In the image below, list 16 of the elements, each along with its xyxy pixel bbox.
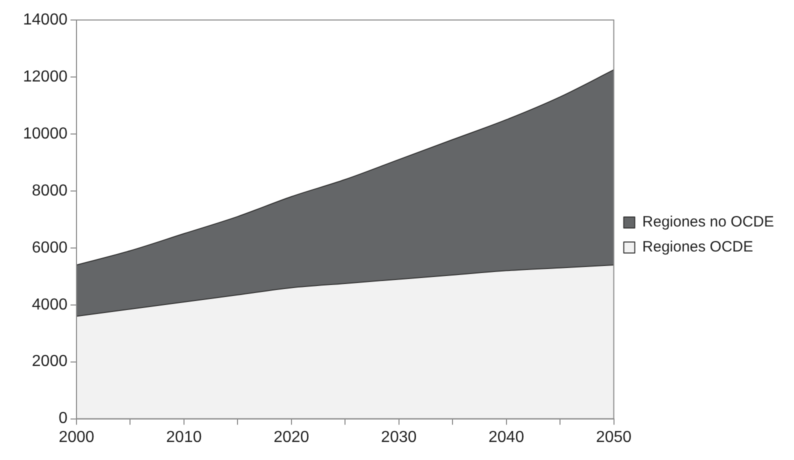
legend-label: Regiones no OCDE [642, 214, 774, 231]
x-tick-label: 2050 [596, 428, 632, 446]
y-tick-label: 6000 [32, 239, 68, 256]
x-tick-label: 2030 [381, 428, 417, 446]
y-tick-label: 8000 [32, 182, 68, 200]
y-tick-label: 10000 [22, 125, 68, 142]
x-tick-label: 2040 [488, 428, 524, 446]
x-tick-label: 2000 [58, 428, 94, 446]
y-tick-label: 14000 [22, 11, 68, 28]
y-tick-label: 0 [58, 410, 68, 428]
legend-label: Regiones OCDE [642, 238, 754, 256]
y-tick-label: 2000 [32, 353, 68, 370]
x-tick-label: 2010 [166, 428, 202, 446]
y-tick-label: 4000 [32, 296, 68, 314]
y-tick-label: 12000 [22, 68, 68, 86]
x-tick-label: 2020 [274, 428, 310, 446]
